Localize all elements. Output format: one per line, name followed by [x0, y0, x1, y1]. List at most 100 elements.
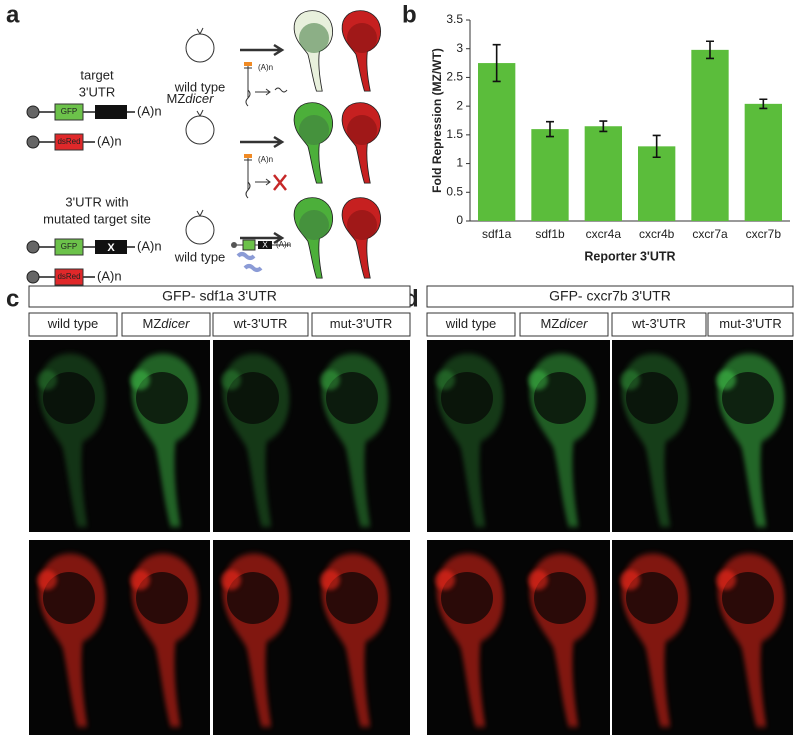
x-tick-label: sdf1b	[535, 227, 565, 241]
column-box	[426, 312, 516, 337]
block	[273, 174, 287, 191]
hairpin	[244, 155, 252, 199]
column-box	[28, 312, 118, 337]
x-axis-label: Reporter 3'UTR	[584, 249, 675, 263]
degradation	[255, 87, 288, 96]
egg	[185, 115, 215, 145]
label-part: MZ	[143, 316, 162, 331]
condition-label: wild type	[174, 249, 226, 264]
yolk	[299, 115, 329, 145]
orf	[244, 62, 252, 66]
yolk-dark	[722, 572, 774, 624]
yolk-dark	[326, 572, 378, 624]
bar	[531, 129, 569, 221]
gene-label: dsRed	[57, 137, 80, 146]
yolk-dark	[722, 372, 774, 424]
mirna	[236, 252, 263, 272]
column-label: MZdicer	[541, 316, 589, 331]
label: 3'UTR with	[65, 194, 128, 209]
egg	[185, 33, 215, 63]
y-tick-label: 1	[456, 156, 463, 170]
x-tick-label: sdf1a	[482, 227, 512, 241]
head-glow	[716, 570, 736, 590]
head-glow	[37, 570, 57, 590]
yolk-dark	[626, 572, 678, 624]
egg-mark	[196, 27, 204, 35]
yolk-dark	[136, 572, 188, 624]
y-tick-label: 3.5	[446, 12, 463, 26]
dsred-box	[54, 268, 84, 286]
cap	[26, 240, 40, 254]
head-glow	[221, 370, 241, 390]
construct-diagram: target 3'UTR GFP (A)n dsRed (A)n 3'UTR w…	[26, 67, 162, 286]
head-glow	[528, 370, 548, 390]
label-part: dicer	[559, 316, 588, 331]
head-glow	[620, 570, 640, 590]
head-glow	[716, 370, 736, 390]
yolk-dark	[534, 572, 586, 624]
error-bar	[546, 120, 554, 138]
column-label: MZdicer	[143, 316, 191, 331]
x-tick-label: cxcr7a	[692, 227, 728, 241]
column-box	[611, 312, 707, 337]
panel-label: b	[402, 1, 417, 28]
y-tick-label: 2.5	[446, 70, 463, 84]
tail-label: (A)n	[97, 268, 122, 283]
tail-label: (A)n	[137, 103, 162, 118]
gene-label: GFP	[61, 107, 77, 116]
utr-box	[95, 105, 127, 119]
cap	[231, 242, 237, 248]
bar-chart: 0 0.5 1 1.5 2 2.5 3 3.5 Fold Repression (MZ/WT) R…	[430, 12, 790, 263]
x-tick-label: cxcr7b	[746, 227, 782, 241]
yolk	[299, 23, 329, 53]
gfp-box	[54, 103, 84, 121]
egg-mark	[196, 209, 204, 217]
egg-mark	[196, 109, 204, 117]
column-label: mut-3'UTR	[330, 316, 392, 331]
label-part: wt-3'UTR	[631, 316, 686, 331]
yolk-dark	[441, 572, 493, 624]
error-bar	[652, 134, 661, 159]
yolk-dark	[136, 372, 188, 424]
head-glow	[130, 570, 150, 590]
gfp-box	[242, 239, 256, 251]
site-label: X	[262, 241, 268, 250]
hairpin	[244, 63, 252, 107]
yolk	[347, 115, 377, 145]
label-part: wt-3'UTR	[233, 316, 288, 331]
head-glow	[435, 370, 455, 390]
label-part: mut-3'UTR	[330, 316, 392, 331]
conditions	[185, 27, 290, 272]
yolk	[347, 210, 377, 240]
cap	[26, 270, 40, 284]
bar	[691, 49, 729, 222]
y-tick-label: 1.5	[446, 127, 463, 141]
yolk-dark	[326, 372, 378, 424]
column-box	[311, 312, 411, 337]
utr-box	[258, 241, 272, 249]
title-box	[426, 285, 794, 308]
label-part: wild type	[445, 316, 497, 331]
label-part: mut-3'UTR	[719, 316, 781, 331]
column-label: wild type	[445, 316, 497, 331]
yolk-dark	[626, 372, 678, 424]
cap	[26, 135, 40, 149]
y-axis-label: Fold Repression (MZ/WT)	[430, 48, 444, 193]
gfp-box	[54, 238, 84, 256]
panel-label: c	[6, 285, 19, 312]
column-label: wt-3'UTR	[233, 316, 288, 331]
error-bar	[706, 40, 714, 60]
column-label: wt-3'UTR	[631, 316, 686, 331]
head-glow	[320, 570, 340, 590]
yolk-dark	[227, 572, 279, 624]
yolk	[299, 210, 329, 240]
head-glow	[221, 570, 241, 590]
gene-label: GFP	[61, 242, 77, 251]
tail-label: (A)n	[258, 63, 273, 72]
bar	[744, 103, 782, 221]
bar	[584, 126, 622, 221]
tail-label: (A)n	[258, 155, 273, 164]
yolk-dark	[43, 372, 95, 424]
